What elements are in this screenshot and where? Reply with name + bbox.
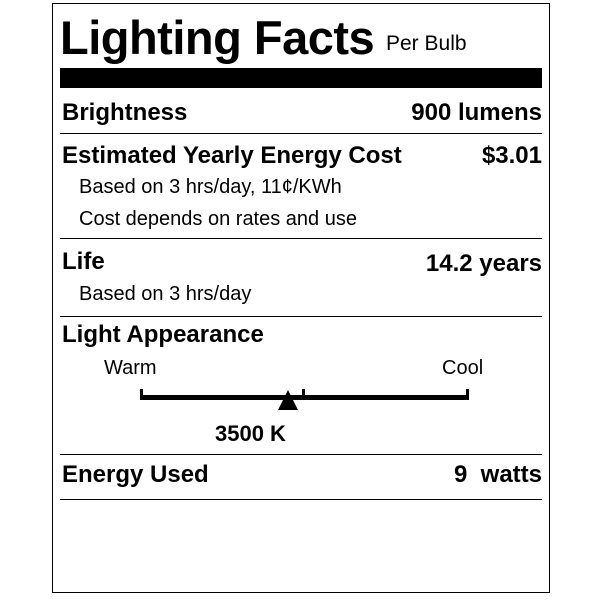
light-appearance-label: Light Appearance [62, 321, 264, 348]
life-label: Life [62, 248, 105, 275]
energy-cost-note: Cost depends on rates and use [79, 208, 357, 230]
scale-tick [466, 389, 469, 400]
label-title: Lighting Facts [60, 11, 375, 64]
divider [60, 238, 542, 239]
divider [60, 499, 542, 500]
scale-tick [302, 389, 305, 400]
brightness-label: Brightness [62, 99, 188, 126]
energy-used-label: Energy Used [62, 461, 209, 488]
label-subtitle: Per Bulb [386, 32, 467, 55]
energy-cost-note: Based on 3 hrs/day, 11¢/KWh [79, 176, 342, 198]
color-temperature-value: 3500 K [215, 421, 286, 446]
cool-label: Cool [442, 357, 484, 379]
life-note: Based on 3 hrs/day [79, 283, 252, 305]
label-frame [52, 3, 550, 593]
energy-cost-label: Estimated Yearly Energy Cost [62, 142, 402, 169]
warm-label: Warm [104, 357, 157, 379]
divider [60, 133, 542, 134]
energy-cost-value: $3.01 [481, 142, 542, 169]
divider [60, 316, 542, 317]
color-temperature-marker [278, 390, 299, 410]
scale-tick [140, 389, 143, 400]
brightness-value: 900 lumens [411, 99, 542, 126]
divider [60, 454, 542, 455]
energy-used-value: 9 watts [453, 461, 542, 488]
header-divider [60, 68, 542, 88]
life-value: 14.2 years [425, 250, 542, 277]
